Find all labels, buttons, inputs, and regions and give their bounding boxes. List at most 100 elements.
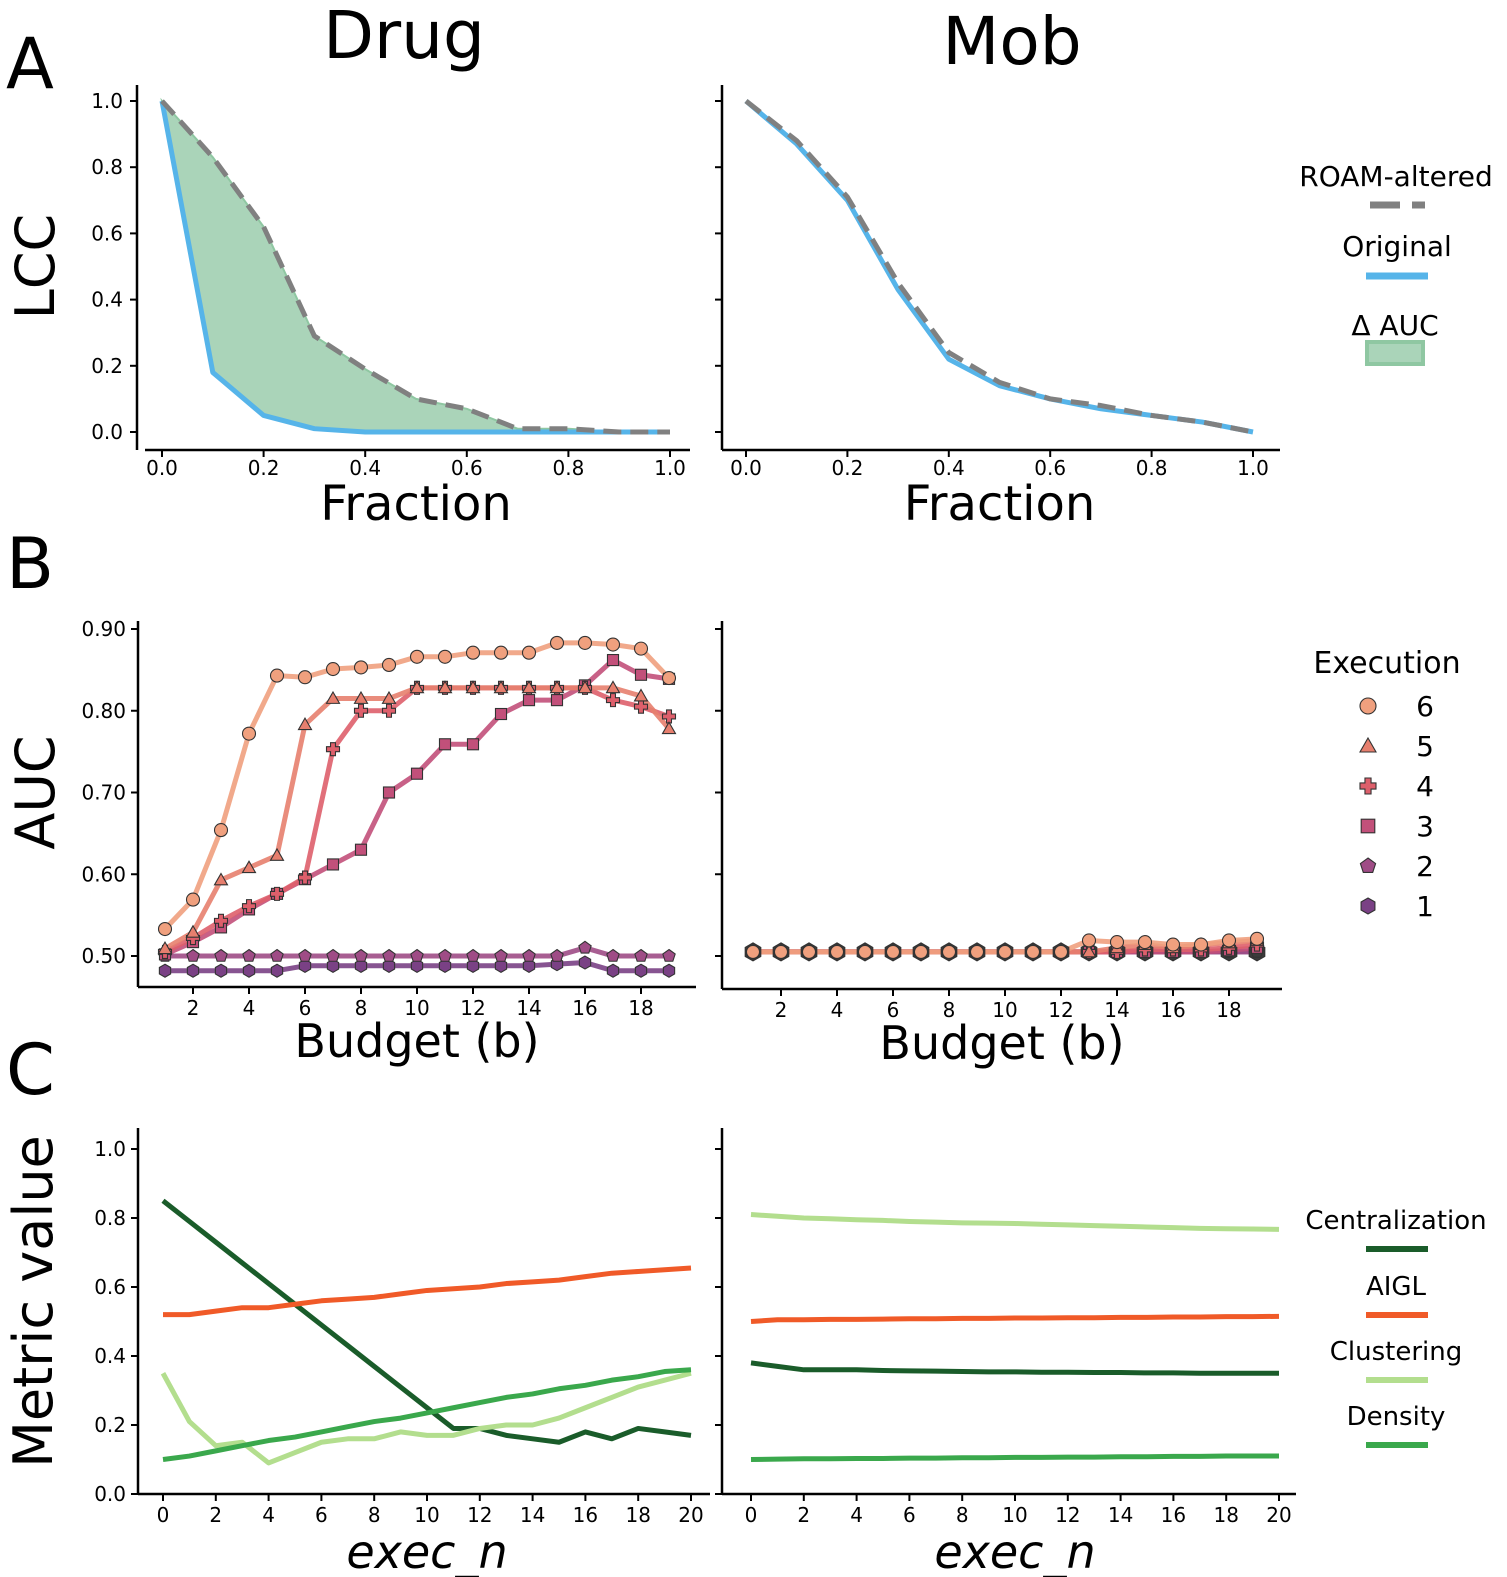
marker-pentagon bbox=[1359, 857, 1377, 874]
x-tick-label: 0.8 bbox=[552, 456, 584, 480]
marker-circle bbox=[1165, 937, 1181, 952]
marker-circle bbox=[549, 635, 565, 650]
legend-label-delta-auc: Δ AUC bbox=[1351, 309, 1438, 342]
x-tick-label: 12 bbox=[467, 1503, 492, 1527]
series-aigl bbox=[163, 1265, 692, 1318]
marker-circle bbox=[913, 944, 929, 959]
marker-hexagon bbox=[354, 958, 368, 973]
marker-triangle bbox=[605, 680, 621, 694]
marker-circle bbox=[185, 892, 201, 907]
marker-plus bbox=[353, 703, 369, 718]
marker-triangle bbox=[213, 872, 229, 886]
marker-pentagon bbox=[298, 948, 312, 962]
marker-hexagon bbox=[578, 955, 592, 970]
x-tick-label: 14 bbox=[1104, 998, 1129, 1022]
marker-circle bbox=[1249, 931, 1265, 946]
legend-label-clustering: Clustering bbox=[1330, 1337, 1463, 1367]
x-tick-label: 0.0 bbox=[146, 456, 178, 480]
x-tick-label: 10 bbox=[1002, 1503, 1027, 1527]
x-tick-label: 8 bbox=[956, 1503, 969, 1527]
marker-square bbox=[382, 786, 396, 799]
marker-plus bbox=[381, 703, 397, 718]
marker-hexagon bbox=[662, 963, 676, 978]
panel-b-drug: 0.50 0.60 0.70 0.80 0.90 2 4 6 8 10 12 14 16 18 Budget… bbox=[4, 617, 696, 1068]
legend-label-exec-4: 4 bbox=[1416, 770, 1434, 803]
y-tick-label: 1.0 bbox=[94, 1137, 126, 1161]
x-tick-label: 0.8 bbox=[1136, 456, 1168, 480]
marker-square bbox=[326, 858, 340, 871]
marker-square bbox=[438, 738, 452, 751]
legend-label-centralization: Centralization bbox=[1305, 1206, 1486, 1236]
marker-pentagon bbox=[410, 948, 424, 962]
marker-circle bbox=[437, 649, 453, 664]
marker-square bbox=[522, 694, 536, 707]
panel-c-mob: 0 2 4 6 8 10 12 14 16 18 20 exec_n bbox=[715, 1128, 1296, 1577]
marker-circle bbox=[325, 662, 341, 677]
marker-triangle bbox=[269, 847, 285, 861]
marker-circle bbox=[1193, 937, 1209, 952]
marker-square bbox=[1360, 818, 1376, 834]
x-tick-label: 8 bbox=[943, 998, 956, 1022]
marker-circle bbox=[493, 645, 509, 660]
x-tick-label: 16 bbox=[1160, 998, 1185, 1022]
y-tick-label: 0.6 bbox=[91, 221, 123, 245]
series-centralization bbox=[750, 1360, 1279, 1376]
marker-circle bbox=[885, 944, 901, 959]
x-axis-title: Budget (b) bbox=[294, 1014, 539, 1068]
series-clustering bbox=[160, 1370, 692, 1466]
marker-circle bbox=[213, 823, 229, 838]
marker-triangle bbox=[1081, 944, 1097, 958]
marker-triangle bbox=[493, 680, 509, 694]
legend-label-exec-1: 1 bbox=[1416, 890, 1434, 923]
marker-plus bbox=[269, 886, 285, 901]
x-tick-label: 4 bbox=[262, 1503, 275, 1527]
marker-circle bbox=[857, 944, 873, 959]
marker-hexagon bbox=[606, 963, 620, 978]
marker-circle bbox=[157, 921, 173, 937]
marker-circle bbox=[241, 726, 257, 741]
y-tick-label: 0.6 bbox=[94, 1275, 126, 1299]
marker-hexagon bbox=[298, 958, 312, 973]
column-headers: Drug Mob bbox=[323, 0, 1081, 80]
x-tick-label: 10 bbox=[992, 998, 1017, 1022]
marker-pentagon bbox=[634, 948, 648, 962]
marker-circle bbox=[745, 944, 761, 959]
series-aigl bbox=[750, 1313, 1280, 1324]
x-tick-label: 12 bbox=[1055, 1503, 1080, 1527]
marker-circle bbox=[269, 668, 285, 683]
marker-triangle bbox=[157, 941, 173, 955]
marker-plus bbox=[661, 709, 677, 724]
panel-letters: A B C bbox=[6, 23, 55, 1111]
marker-circle bbox=[1221, 933, 1237, 948]
x-tick-label: 0.2 bbox=[248, 456, 280, 480]
y-tick-label: 0.4 bbox=[94, 1344, 126, 1368]
y-tick-label: 0.60 bbox=[81, 862, 126, 886]
x-tick-label: 6 bbox=[315, 1503, 328, 1527]
x-tick-label: 16 bbox=[572, 996, 597, 1020]
x-tick-label: 6 bbox=[299, 996, 312, 1020]
marker-circle bbox=[1109, 935, 1125, 950]
x-tick-label: 8 bbox=[355, 996, 368, 1020]
marker-triangle bbox=[409, 680, 425, 694]
x-tick-label: 12 bbox=[460, 996, 485, 1020]
marker-triangle bbox=[1359, 736, 1377, 753]
x-tick-label: 10 bbox=[404, 996, 429, 1020]
marker-triangle bbox=[633, 688, 649, 702]
marker-circle bbox=[1359, 697, 1377, 715]
x-tick-label: 2 bbox=[797, 1503, 810, 1527]
x-tick-label: 20 bbox=[1266, 1503, 1291, 1527]
x-tick-label: 1.0 bbox=[654, 456, 686, 480]
x-tick-label: 1.0 bbox=[1237, 456, 1269, 480]
marker-pentagon bbox=[522, 948, 536, 962]
panel-letter-b: B bbox=[6, 523, 54, 605]
x-tick-label: 4 bbox=[850, 1503, 863, 1527]
marker-triangle bbox=[577, 680, 593, 694]
marker-plus bbox=[213, 913, 229, 928]
y-tick-label: 0.8 bbox=[91, 155, 123, 179]
marker-circle bbox=[521, 645, 537, 660]
y-tick-label: 0.50 bbox=[81, 944, 126, 968]
y-tick-label: 0.90 bbox=[81, 617, 126, 641]
marker-circle bbox=[577, 635, 593, 650]
x-tick-label: 0.4 bbox=[349, 456, 381, 480]
